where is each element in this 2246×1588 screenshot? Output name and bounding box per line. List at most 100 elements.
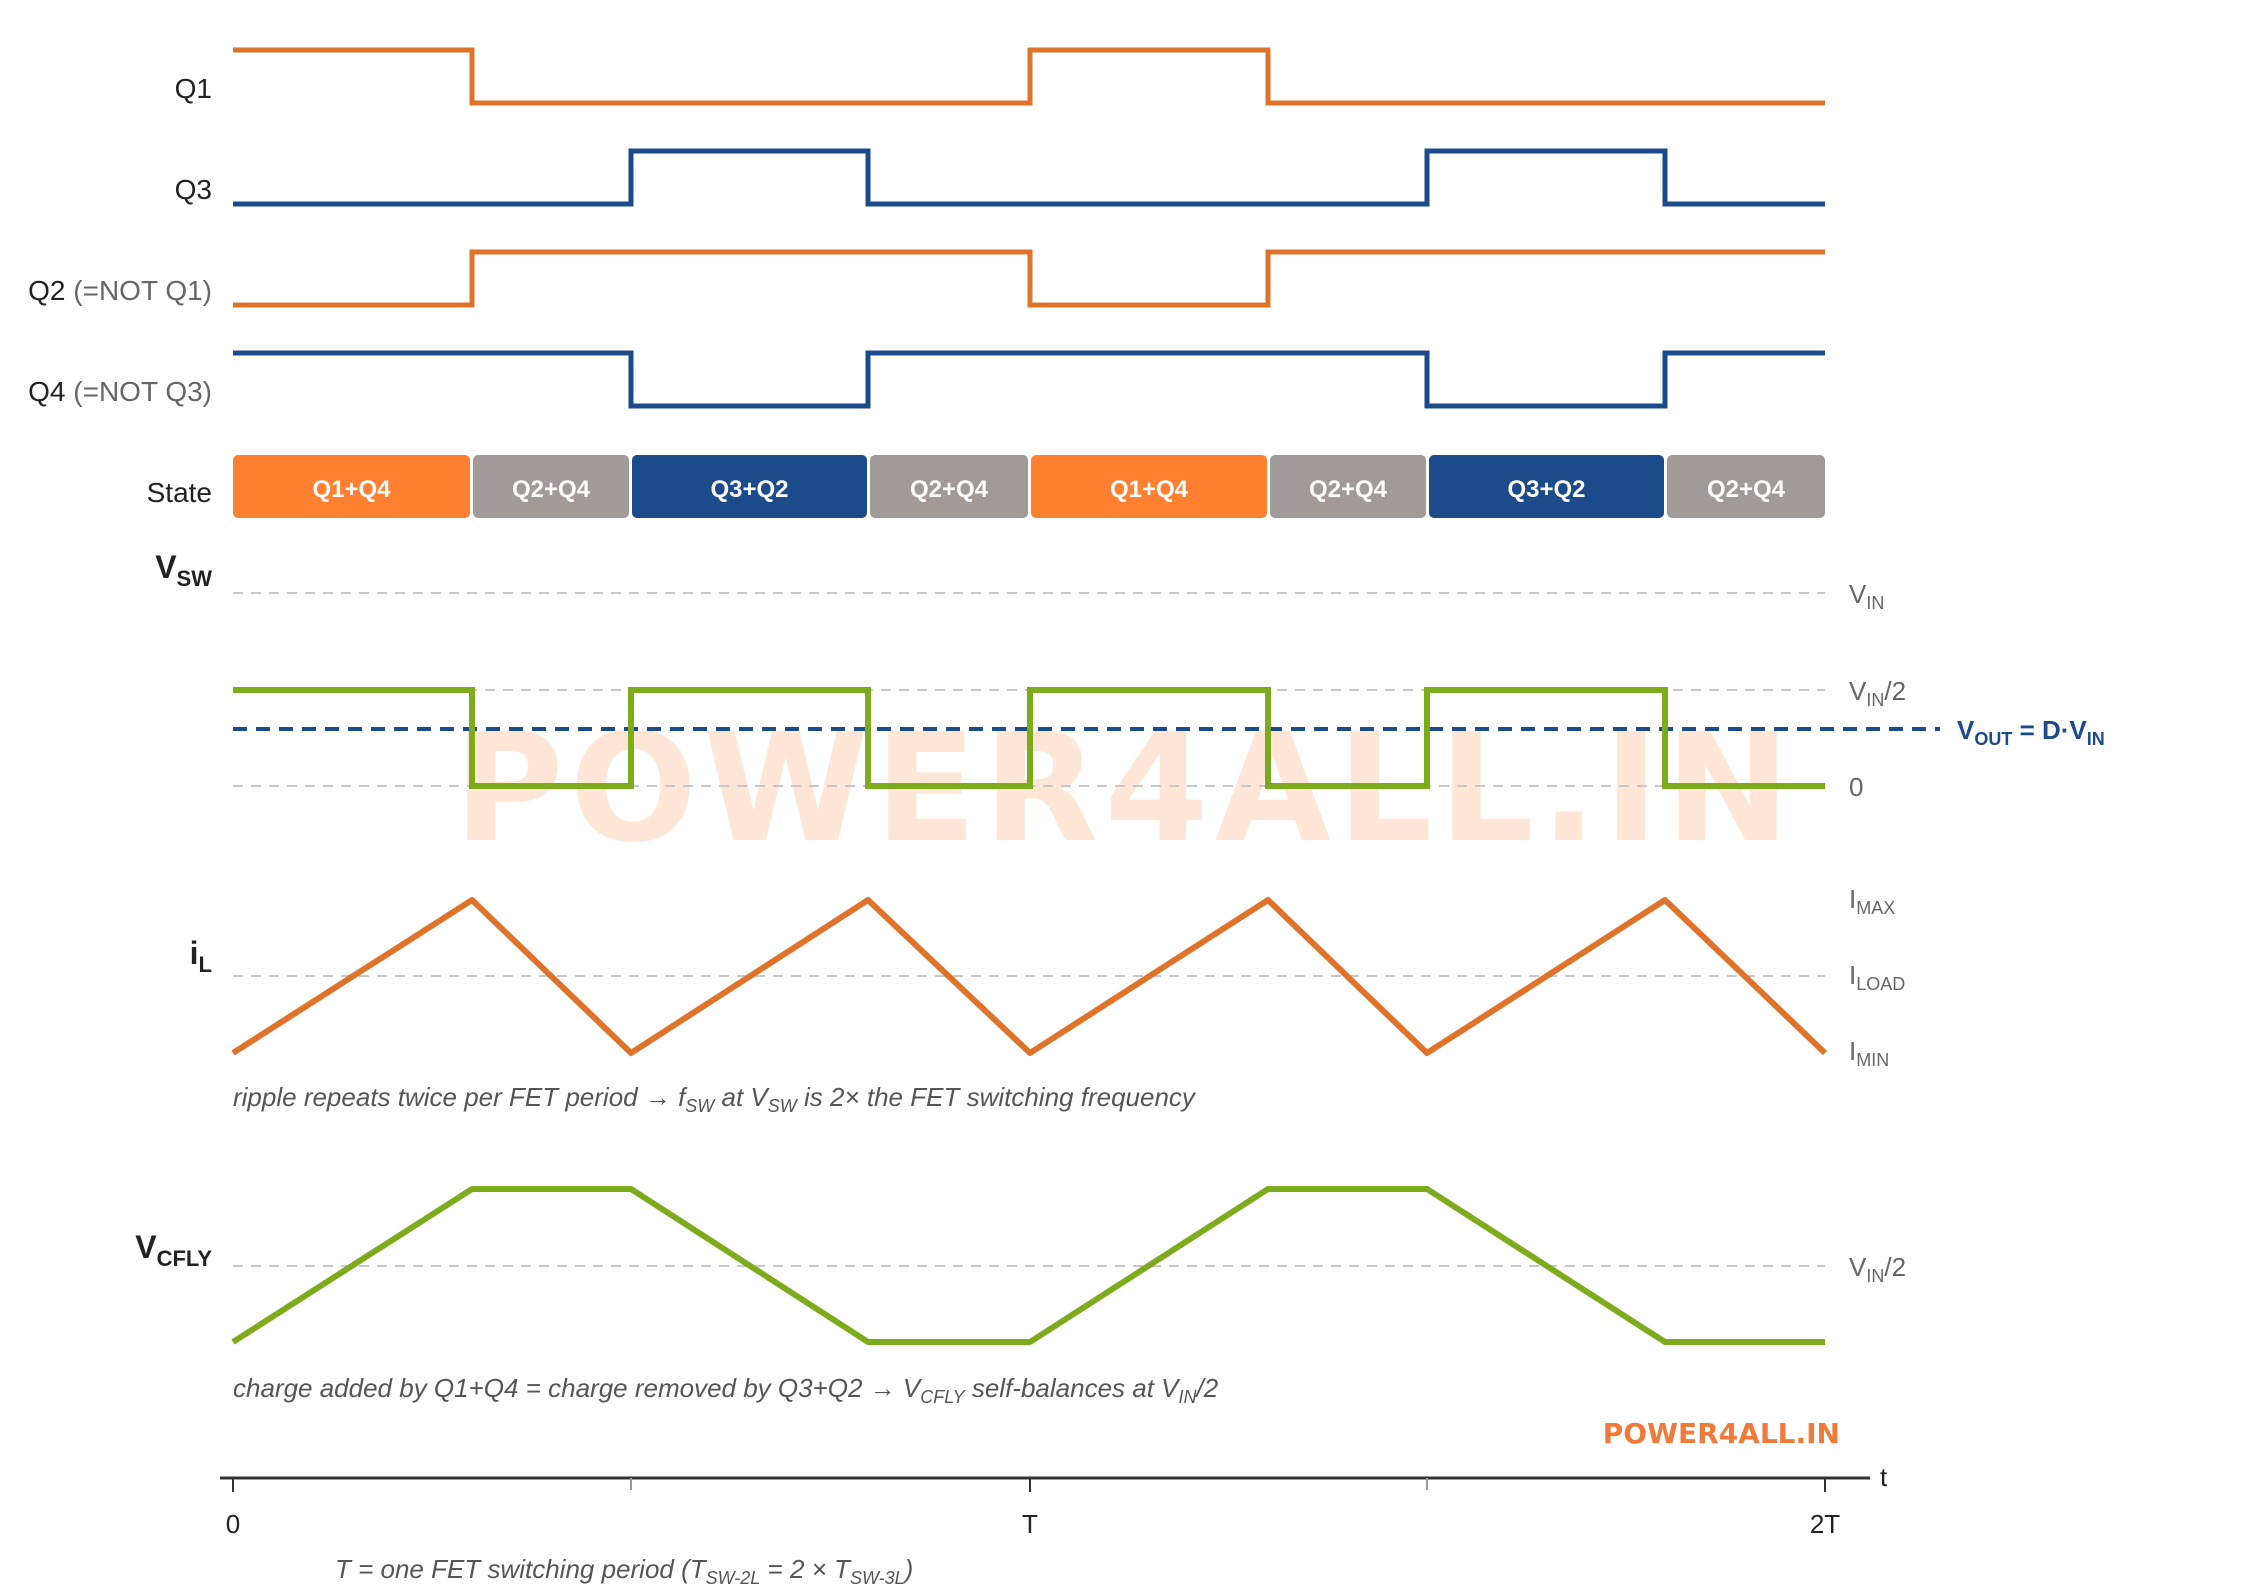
- vcfly-waveform: [231, 1186, 1825, 1345]
- time-tick-label-0: 0: [226, 1509, 240, 1539]
- vcfly-note-s1: CFLY: [920, 1387, 966, 1407]
- q3-label: Q3: [175, 174, 212, 205]
- vsw-title-sub: SW: [177, 566, 213, 591]
- vsw-vin-label: VIN: [1849, 579, 1884, 613]
- vcfly-vin2-label-main: V: [1849, 1252, 1867, 1282]
- state-box-3-label: Q3+Q2: [710, 476, 788, 503]
- q4-label-suffix: (=NOT Q3): [65, 376, 212, 407]
- vsw-vin2-label-tail: /2: [1884, 676, 1906, 706]
- vcfly-vin2-label: VIN/2: [1849, 1252, 1906, 1286]
- state-box-1-label: Q1+Q4: [312, 476, 391, 503]
- il-note-p1: ripple repeats twice per FET period → f: [233, 1082, 688, 1112]
- vcfly-note-s2: IN: [1179, 1387, 1198, 1407]
- il-title: iL: [190, 935, 212, 977]
- vout-label: VOUT = D·VIN: [1957, 715, 2105, 749]
- vcfly-title: VCFLY: [135, 1229, 212, 1271]
- il-title-main: i: [190, 935, 199, 971]
- state-box-7: Q3+Q2: [1429, 455, 1664, 518]
- il-note: ripple repeats twice per FET period → fS…: [233, 1082, 1197, 1116]
- il-load-label-sub: LOAD: [1856, 974, 1905, 994]
- time-tick-label-2T: 2T: [1810, 1509, 1840, 1539]
- state-box-6-label: Q2+Q4: [1309, 476, 1388, 503]
- q3-waveform: [233, 148, 1825, 207]
- time-axis-note-p3: ): [902, 1554, 914, 1584]
- vout-label-mid: = D·V: [2012, 715, 2087, 745]
- vcfly-note-p2: self-balances at V: [965, 1373, 1182, 1403]
- il-note-s1: SW: [685, 1096, 716, 1116]
- q4-waveform: [233, 350, 1825, 409]
- state-box-6: Q2+Q4: [1270, 455, 1426, 518]
- il-max-label: IMAX: [1849, 884, 1895, 918]
- vcfly-note-p3: /2: [1195, 1373, 1219, 1403]
- vcfly-vin2-label-tail: /2: [1884, 1252, 1906, 1282]
- time-axis-note-p2: = 2 × T: [760, 1554, 852, 1584]
- vcfly-note-p1: charge added by Q1+Q4 = charge removed b…: [233, 1373, 923, 1403]
- state-box-4: Q2+Q4: [870, 455, 1028, 518]
- q2-waveform: [233, 249, 1825, 308]
- state-box-3: Q3+Q2: [632, 455, 867, 518]
- vcfly-title-main: V: [135, 1229, 157, 1265]
- vsw-zero-label: 0: [1849, 772, 1863, 802]
- il-load-label: ILOAD: [1849, 960, 1905, 994]
- state-box-1-bg: [233, 455, 470, 518]
- time-axis-label: t: [1880, 1462, 1888, 1492]
- il-note-p3: is 2× the FET switching frequency: [797, 1082, 1197, 1112]
- vsw-vin2-label-main: V: [1849, 676, 1867, 706]
- state-label: State: [147, 477, 212, 508]
- state-box-1: Q1+Q4: [233, 455, 470, 518]
- il-note-s2: SW: [768, 1096, 799, 1116]
- q4-label: Q4 (=NOT Q3): [28, 376, 212, 407]
- il-max-label-main: I: [1849, 884, 1856, 914]
- vsw-vin2-label-sub: IN: [1866, 690, 1884, 710]
- vcfly-vin2-label-sub: IN: [1866, 1266, 1884, 1286]
- time-tick-label-T: T: [1022, 1509, 1038, 1539]
- il-note-p2: at V: [714, 1082, 770, 1112]
- state-box-7-label: Q3+Q2: [1507, 476, 1585, 503]
- state-box-5-label: Q1+Q4: [1110, 476, 1189, 503]
- state-box-8: Q2+Q4: [1667, 455, 1825, 518]
- vsw-title-main: V: [155, 549, 177, 585]
- vsw-vin2-label: VIN/2: [1849, 676, 1906, 710]
- state-box-2-bg: [473, 455, 629, 518]
- il-waveform: [231, 897, 1828, 1056]
- time-axis-note-s2: SW-3L: [850, 1568, 905, 1588]
- vcfly-title-sub: CFLY: [157, 1246, 213, 1271]
- vout-label-v: V: [1957, 715, 1975, 745]
- q2-label: Q2 (=NOT Q1): [28, 275, 212, 306]
- vout-label-sub1: OUT: [1974, 729, 2012, 749]
- il-min-label-sub: MIN: [1856, 1050, 1889, 1070]
- state-box-5: Q1+Q4: [1031, 455, 1267, 518]
- il-min-label: IMIN: [1849, 1036, 1889, 1070]
- q1-waveform: [233, 47, 1825, 106]
- state-box-3-bg: [632, 455, 867, 518]
- q4-label-main: Q4: [28, 376, 65, 407]
- time-axis-note-p1: T = one FET switching period (T: [335, 1554, 708, 1584]
- vsw-waveform: [233, 687, 1825, 789]
- state-box-2: Q2+Q4: [473, 455, 629, 518]
- state-box-4-bg: [870, 455, 1028, 518]
- il-max-label-sub: MAX: [1856, 898, 1895, 918]
- vsw-title: VSW: [155, 549, 212, 591]
- state-box-4-label: Q2+Q4: [910, 476, 989, 503]
- time-axis-note: T = one FET switching period (TSW-2L = 2…: [335, 1554, 913, 1588]
- il-title-sub: L: [199, 952, 212, 977]
- vcfly-note: charge added by Q1+Q4 = charge removed b…: [233, 1373, 1219, 1407]
- vsw-vin-label-sub: IN: [1866, 593, 1884, 613]
- q2-label-suffix: (=NOT Q1): [65, 275, 212, 306]
- vout-label-sub2: IN: [2087, 729, 2105, 749]
- q2-label-main: Q2: [28, 275, 65, 306]
- state-box-5-bg: [1031, 455, 1267, 518]
- state-row: Q1+Q4 Q2+Q4 Q3+Q2 Q2+Q4 Q1+Q4 Q2+Q4 Q3+Q…: [233, 455, 1825, 518]
- il-load-label-main: I: [1849, 960, 1856, 990]
- state-box-8-bg: [1667, 455, 1825, 518]
- time-axis-note-s1: SW-2L: [706, 1568, 761, 1588]
- state-box-2-label: Q2+Q4: [512, 476, 591, 503]
- brand-logo-text: POWER4ALL.IN: [1603, 1417, 1840, 1450]
- state-box-6-bg: [1270, 455, 1426, 518]
- state-box-8-label: Q2+Q4: [1707, 476, 1786, 503]
- state-box-7-bg: [1429, 455, 1664, 518]
- il-min-label-main: I: [1849, 1036, 1856, 1066]
- vsw-vin-label-main: V: [1849, 579, 1867, 609]
- q1-label: Q1: [175, 73, 212, 104]
